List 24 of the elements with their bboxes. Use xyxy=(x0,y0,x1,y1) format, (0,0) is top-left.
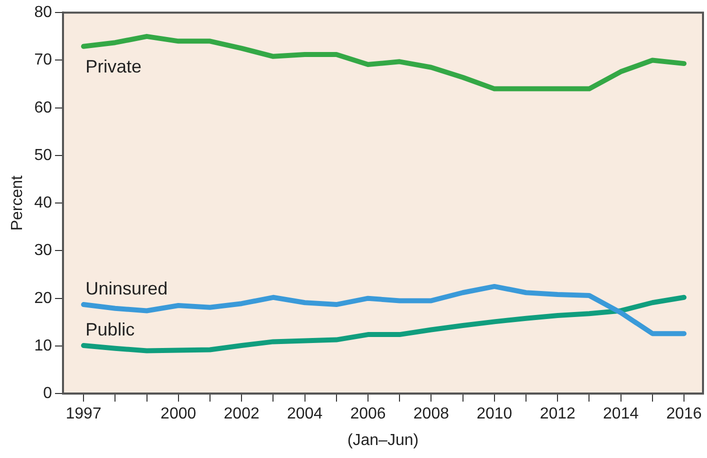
y-tick-label: 60 xyxy=(34,99,52,116)
x-tick-label: 2010 xyxy=(476,406,512,423)
y-tick-label: 20 xyxy=(34,290,52,307)
y-tick-label: 50 xyxy=(34,146,52,164)
x-tick-label: 2012 xyxy=(540,406,576,423)
series-label: Public xyxy=(86,320,135,340)
y-tick-label: 10 xyxy=(34,337,52,354)
y-axis-title: Percent xyxy=(9,174,26,231)
y-tick-label: 80 xyxy=(34,4,52,22)
y-tick-label: 70 xyxy=(34,52,52,69)
y-tick-label: 30 xyxy=(34,242,52,260)
x-tick-label: 2004 xyxy=(286,406,323,423)
x-tick-label: 2008 xyxy=(413,406,450,423)
y-tick-label: 0 xyxy=(43,385,52,402)
x-tick-label: 2016 xyxy=(666,406,702,423)
x-tick-label: 2000 xyxy=(160,406,196,423)
series-label: Uninsured xyxy=(86,278,168,299)
y-tick-label: 40 xyxy=(34,194,52,212)
x-tick-label: 2014 xyxy=(603,406,639,423)
x-tick-label: 2006 xyxy=(350,406,386,423)
x-axis-title: (Jan–Jun) xyxy=(347,432,419,449)
x-tick-label: 1997 xyxy=(66,406,102,423)
series-label: Private xyxy=(86,56,142,76)
x-tick-label: 2002 xyxy=(224,406,260,423)
